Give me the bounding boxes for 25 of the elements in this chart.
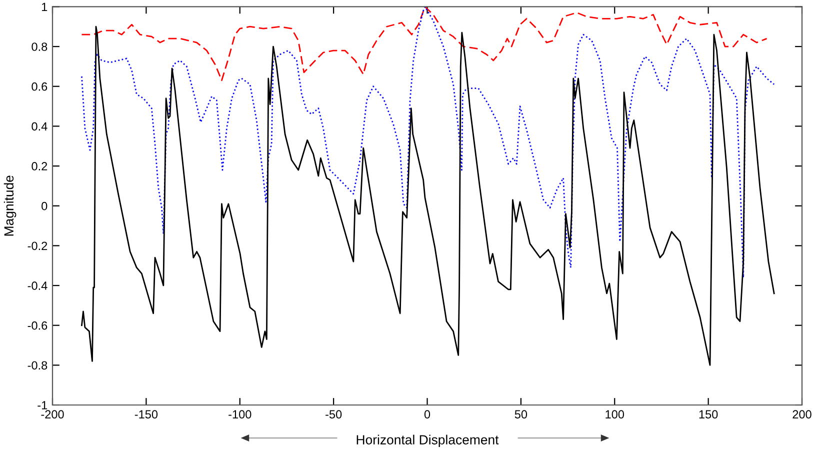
y-tick-label: 0.6 <box>32 82 48 91</box>
y-axis-title: Magnitude <box>4 176 16 236</box>
line-series <box>81 6 775 278</box>
x-tick-label: 200 <box>792 410 812 419</box>
x-tick-label: -200 <box>41 410 64 419</box>
y-tick-label: -0.4 <box>28 282 48 290</box>
x-axis-title: Horizontal Displacement <box>356 434 499 448</box>
y-tick-label: -1 <box>38 401 48 410</box>
x-tick-label: 0 <box>424 410 430 419</box>
x-tick-label: 100 <box>606 410 624 419</box>
x-tick-label: -150 <box>134 410 158 419</box>
y-tick-label: 0 <box>42 202 48 210</box>
y-tick-label: 0.2 <box>32 162 48 170</box>
x-tick-label: -50 <box>326 410 342 419</box>
line-series <box>81 6 768 82</box>
y-tick-label: -0.8 <box>28 361 48 370</box>
y-tick-label: -0.2 <box>28 242 48 250</box>
y-tick-label: 0.4 <box>32 122 48 131</box>
x-tick-label: 150 <box>699 410 718 419</box>
y-tick-label: 0.8 <box>32 42 48 51</box>
y-tick-label: -0.6 <box>28 321 48 330</box>
x-tick-label: -100 <box>228 410 252 419</box>
x-tick-label: 50 <box>514 410 528 419</box>
line-series <box>81 26 775 366</box>
y-tick-label: 1 <box>42 2 48 11</box>
